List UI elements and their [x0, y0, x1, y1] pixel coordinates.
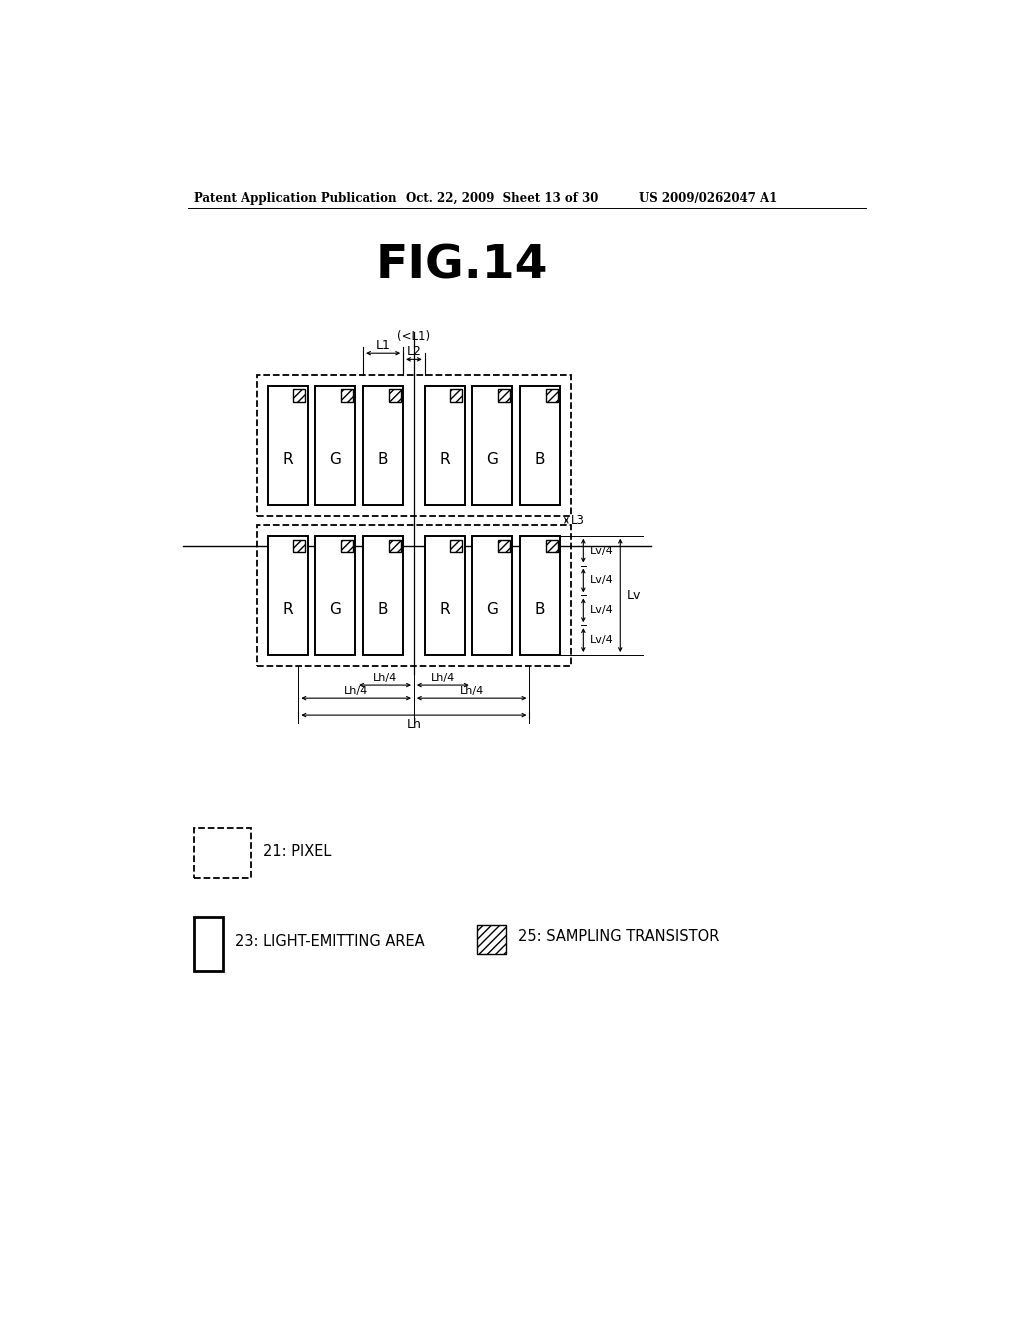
Bar — [257, 375, 571, 516]
Text: R: R — [439, 602, 450, 618]
Bar — [315, 385, 355, 506]
Text: (<L1): (<L1) — [397, 330, 430, 343]
Bar — [388, 540, 400, 552]
Bar — [267, 536, 307, 655]
Bar — [425, 385, 465, 506]
Bar — [194, 829, 252, 878]
Bar — [520, 536, 560, 655]
Bar — [341, 540, 353, 552]
Bar — [477, 924, 506, 954]
Bar — [546, 389, 558, 401]
Text: Lv/4: Lv/4 — [590, 545, 613, 556]
Text: G: G — [330, 602, 341, 618]
Bar — [267, 385, 307, 506]
Text: Lh/4: Lh/4 — [373, 673, 397, 684]
Text: L1: L1 — [376, 339, 390, 352]
Text: B: B — [535, 602, 546, 618]
Text: R: R — [283, 451, 293, 467]
Bar — [293, 389, 305, 401]
Bar — [546, 540, 558, 552]
Bar — [498, 540, 510, 552]
Bar — [257, 525, 571, 665]
Bar — [364, 536, 403, 655]
Text: G: G — [486, 602, 499, 618]
Text: Lv/4: Lv/4 — [590, 576, 613, 586]
Text: G: G — [330, 451, 341, 467]
Text: US 2009/0262047 A1: US 2009/0262047 A1 — [639, 191, 777, 205]
Bar — [451, 389, 463, 401]
Text: R: R — [439, 451, 450, 467]
Text: B: B — [378, 451, 388, 467]
Text: 23: LIGHT-EMITTING AREA: 23: LIGHT-EMITTING AREA — [234, 935, 424, 949]
Text: B: B — [378, 602, 388, 618]
Text: 21: PIXEL: 21: PIXEL — [263, 843, 332, 859]
Text: Lv: Lv — [627, 589, 641, 602]
Bar — [388, 389, 400, 401]
Text: Oct. 22, 2009  Sheet 13 of 30: Oct. 22, 2009 Sheet 13 of 30 — [407, 191, 599, 205]
Bar — [425, 536, 465, 655]
Bar — [498, 389, 510, 401]
Text: Lh/4: Lh/4 — [344, 686, 369, 696]
Text: B: B — [535, 451, 546, 467]
Text: Patent Application Publication: Patent Application Publication — [194, 191, 396, 205]
Text: Lv/4: Lv/4 — [590, 635, 613, 645]
Bar — [315, 536, 355, 655]
Text: G: G — [486, 451, 499, 467]
Bar — [520, 385, 560, 506]
Bar — [472, 536, 512, 655]
Bar — [451, 540, 463, 552]
Text: Lv/4: Lv/4 — [590, 606, 613, 615]
Text: R: R — [283, 602, 293, 618]
Bar — [341, 389, 353, 401]
Text: L2: L2 — [407, 345, 421, 358]
Text: Lh: Lh — [407, 718, 421, 731]
Text: L3: L3 — [571, 513, 585, 527]
Bar — [364, 385, 403, 506]
Text: FIG.14: FIG.14 — [376, 244, 548, 289]
Bar — [194, 917, 223, 970]
Text: 25: SAMPLING TRANSISTOR: 25: SAMPLING TRANSISTOR — [518, 929, 719, 944]
Bar — [472, 385, 512, 506]
Bar — [293, 540, 305, 552]
Text: Lh/4: Lh/4 — [431, 673, 455, 684]
Text: Lh/4: Lh/4 — [460, 686, 483, 696]
